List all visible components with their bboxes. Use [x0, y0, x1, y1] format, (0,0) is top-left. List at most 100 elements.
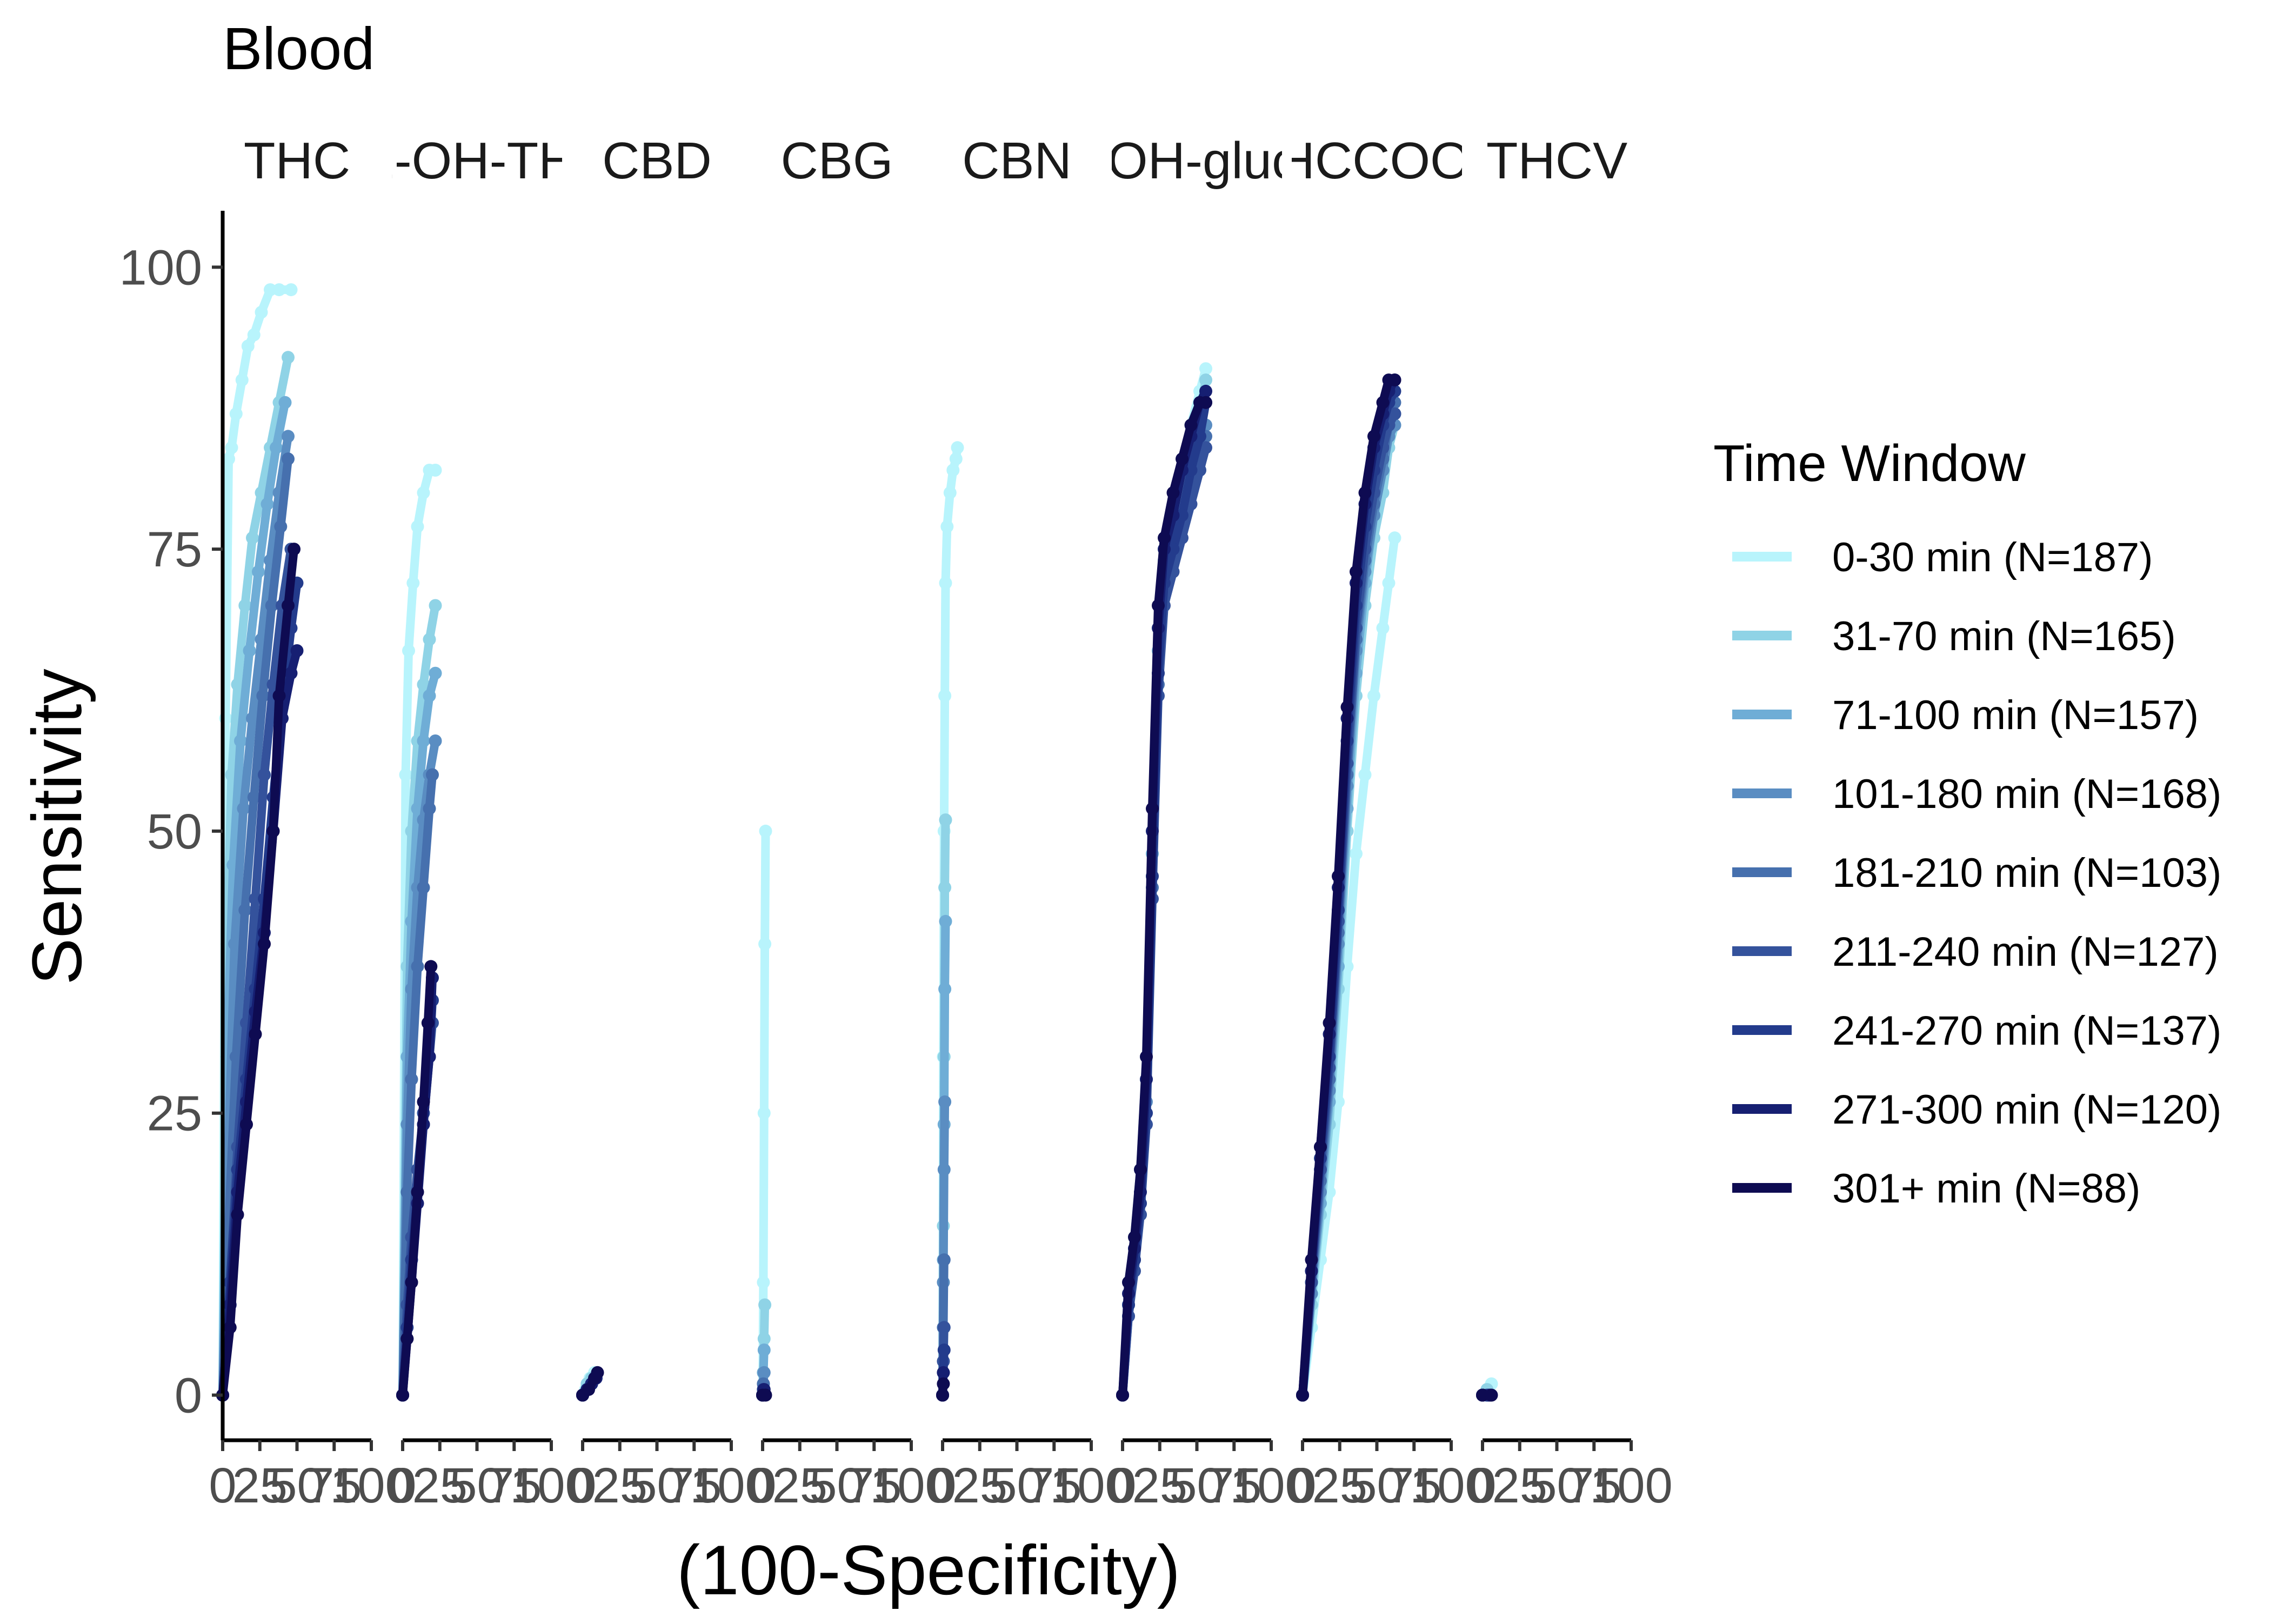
roc-point	[937, 1321, 951, 1334]
roc-point	[758, 937, 772, 951]
roc-point	[252, 565, 265, 578]
x-tick-label: 100	[330, 1458, 413, 1513]
roc-point	[270, 441, 283, 455]
roc-point	[274, 520, 288, 533]
roc-point	[939, 576, 952, 590]
roc-point	[272, 283, 286, 297]
roc-point	[757, 1344, 771, 1356]
roc-point	[231, 1208, 244, 1221]
x-tick-label: 75	[306, 1458, 362, 1513]
legend-entry-label: 211-240 min (N=127)	[1832, 929, 2219, 975]
roc-point	[272, 689, 286, 703]
roc-point	[937, 1253, 951, 1267]
roc-point	[429, 599, 442, 612]
roc-point	[943, 486, 957, 499]
roc-point	[1199, 373, 1212, 387]
x-tick-label: 0	[749, 1458, 776, 1513]
roc-point	[951, 441, 964, 455]
x-tick-label: 75	[666, 1458, 722, 1513]
facet-strip-label: CBG	[780, 132, 893, 190]
roc-point	[405, 1275, 418, 1289]
roc-point	[238, 599, 252, 612]
roc-point	[247, 791, 261, 804]
roc-point	[238, 904, 252, 917]
x-tick-label: 50	[1349, 1458, 1404, 1513]
x-tick-label: 100	[870, 1458, 953, 1513]
roc-point	[282, 599, 295, 612]
roc-point	[1193, 464, 1206, 477]
x-tick-label: 50	[449, 1458, 504, 1513]
roc-point	[246, 712, 259, 725]
roc-point	[757, 1332, 771, 1346]
roc-point	[1388, 531, 1401, 545]
legend-entry-label: 181-210 min (N=103)	[1832, 850, 2221, 896]
facet-strip-label: CBD	[602, 132, 712, 190]
roc-point	[1152, 599, 1165, 612]
roc-point	[225, 441, 238, 455]
x-tick-label: 25	[232, 1458, 288, 1513]
x-tick-label: 75	[1386, 1458, 1441, 1513]
x-axis-title: (100-Specificity)	[677, 1531, 1180, 1609]
x-tick-label: 25	[1312, 1458, 1367, 1513]
x-tick-label: 100	[690, 1458, 773, 1513]
x-tick-label: 100	[1050, 1458, 1133, 1513]
roc-point	[939, 813, 952, 827]
roc-point	[237, 802, 250, 816]
roc-point	[406, 576, 420, 590]
roc-point	[417, 1095, 430, 1108]
roc-point	[396, 1388, 409, 1402]
roc-point	[946, 464, 960, 477]
roc-point	[249, 1027, 262, 1041]
legend-entry-label: 0-30 min (N=187)	[1832, 534, 2153, 580]
roc-point	[278, 396, 292, 409]
x-tick-label: 75	[1206, 1458, 1261, 1513]
roc-point	[1305, 1253, 1318, 1267]
x-tick-label: 50	[1529, 1458, 1584, 1513]
x-tick-label: 0	[1109, 1458, 1136, 1513]
roc-point	[759, 824, 772, 838]
roc-point	[241, 339, 255, 353]
roc-point	[424, 960, 438, 973]
roc-point	[229, 1050, 243, 1064]
roc-point	[228, 937, 241, 951]
roc-point	[235, 373, 249, 387]
y-axis: 0 25 50 75 100	[119, 211, 225, 1440]
roc-point	[757, 1106, 771, 1120]
roc-point	[288, 543, 301, 556]
roc-point	[759, 1388, 772, 1402]
roc-point	[400, 1332, 414, 1346]
roc-point	[429, 666, 442, 680]
roc-point	[423, 802, 436, 816]
legend-entry-label: 241-270 min (N=137)	[1832, 1008, 2221, 1054]
facet-strip-label: CBN	[962, 132, 1072, 190]
roc-point	[231, 678, 244, 691]
roc-point	[223, 1321, 237, 1334]
roc-point	[1388, 407, 1401, 420]
roc-point	[247, 328, 261, 342]
legend: Time Window 0-30 min (N=187) 31-70 min (N…	[1713, 435, 2221, 1212]
roc-point	[1122, 1275, 1135, 1289]
roc-point	[282, 452, 295, 466]
roc-point	[400, 1185, 414, 1199]
roc-point	[938, 689, 952, 703]
roc-point	[1485, 1388, 1498, 1402]
facet-strip-label: THCV	[1486, 132, 1627, 190]
roc-point	[240, 1118, 253, 1131]
roc-point	[399, 768, 412, 781]
roc-point	[290, 644, 304, 657]
chart-title: Blood	[223, 16, 375, 82]
roc-point	[939, 914, 952, 928]
roc-point	[591, 1366, 604, 1379]
roc-point	[258, 768, 271, 781]
facet-strip-label: 11-OH-THC	[340, 132, 613, 190]
roc-point	[582, 1383, 595, 1396]
roc-point	[429, 734, 442, 747]
x-tick-label: 100	[1410, 1458, 1493, 1513]
y-tick-label: 50	[147, 804, 202, 859]
roc-point	[1158, 531, 1171, 545]
x-tick-label: 100	[510, 1458, 593, 1513]
roc-point	[937, 1163, 951, 1177]
